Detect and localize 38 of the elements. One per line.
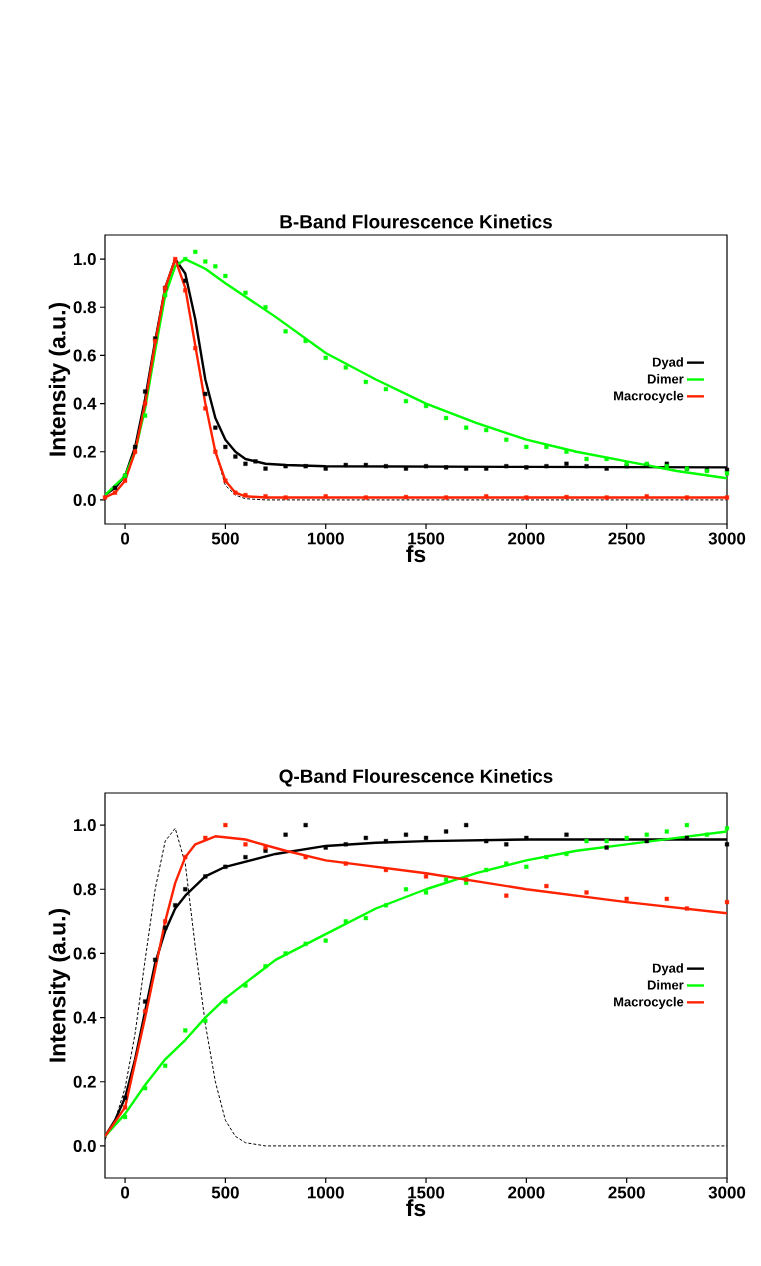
y-tick-label: 0.4: [73, 1011, 97, 1024]
x-tick-label: 1000: [307, 532, 344, 545]
y-tick-label: 0.2: [73, 1075, 96, 1088]
y-axis-title: Intensity (a.u.): [48, 302, 71, 456]
x-tick-label: 1000: [307, 1186, 344, 1199]
x-tick-label: 0: [121, 1186, 130, 1199]
x-tick-label: 3000: [708, 1186, 746, 1199]
legend-label: Dimer: [647, 374, 684, 384]
y-axis-title: Intensity (a.u.): [48, 908, 71, 1062]
x-tick-label: 3000: [708, 532, 746, 545]
y-tick-label: 0.8: [73, 883, 96, 896]
chart-title: Q-Band Flourescence Kinetics: [279, 769, 553, 787]
chart-title: B-Band Flourescence Kinetics: [280, 214, 552, 229]
y-tick-label: 0.6: [73, 349, 96, 362]
y-tick-label: 0.8: [73, 301, 96, 314]
x-tick-label: 2000: [508, 532, 545, 545]
y-tick-label: 0.2: [73, 445, 96, 458]
x-axis-title: fs: [406, 545, 426, 563]
y-tick-label: 0.6: [73, 947, 96, 960]
x-tick-label: 1500: [408, 532, 445, 545]
y-tick-label: 0.0: [73, 1139, 96, 1152]
x-tick-label: 2000: [508, 1186, 545, 1199]
y-tick-label: 0.0: [73, 493, 96, 506]
x-tick-label: 0: [121, 532, 130, 545]
y-tick-label: 1.0: [74, 253, 96, 266]
legend-label: Dyad: [652, 357, 683, 370]
y-tick-label: 0.4: [73, 397, 97, 410]
x-tick-label: 1500: [408, 1186, 445, 1199]
x-tick-label: 500: [211, 532, 239, 545]
legend-label: Macrocycle: [614, 996, 684, 1009]
legend-label: Macrocycle: [614, 390, 684, 403]
legend-label: Dyad: [652, 963, 683, 976]
x-axis-title: fs: [406, 1199, 426, 1217]
x-tick-label: 2500: [608, 532, 645, 545]
y-tick-label: 1.0: [74, 819, 96, 832]
legend-label: Dimer: [647, 980, 684, 990]
x-tick-label: 500: [211, 1186, 239, 1199]
x-tick-label: 2500: [608, 1186, 645, 1199]
